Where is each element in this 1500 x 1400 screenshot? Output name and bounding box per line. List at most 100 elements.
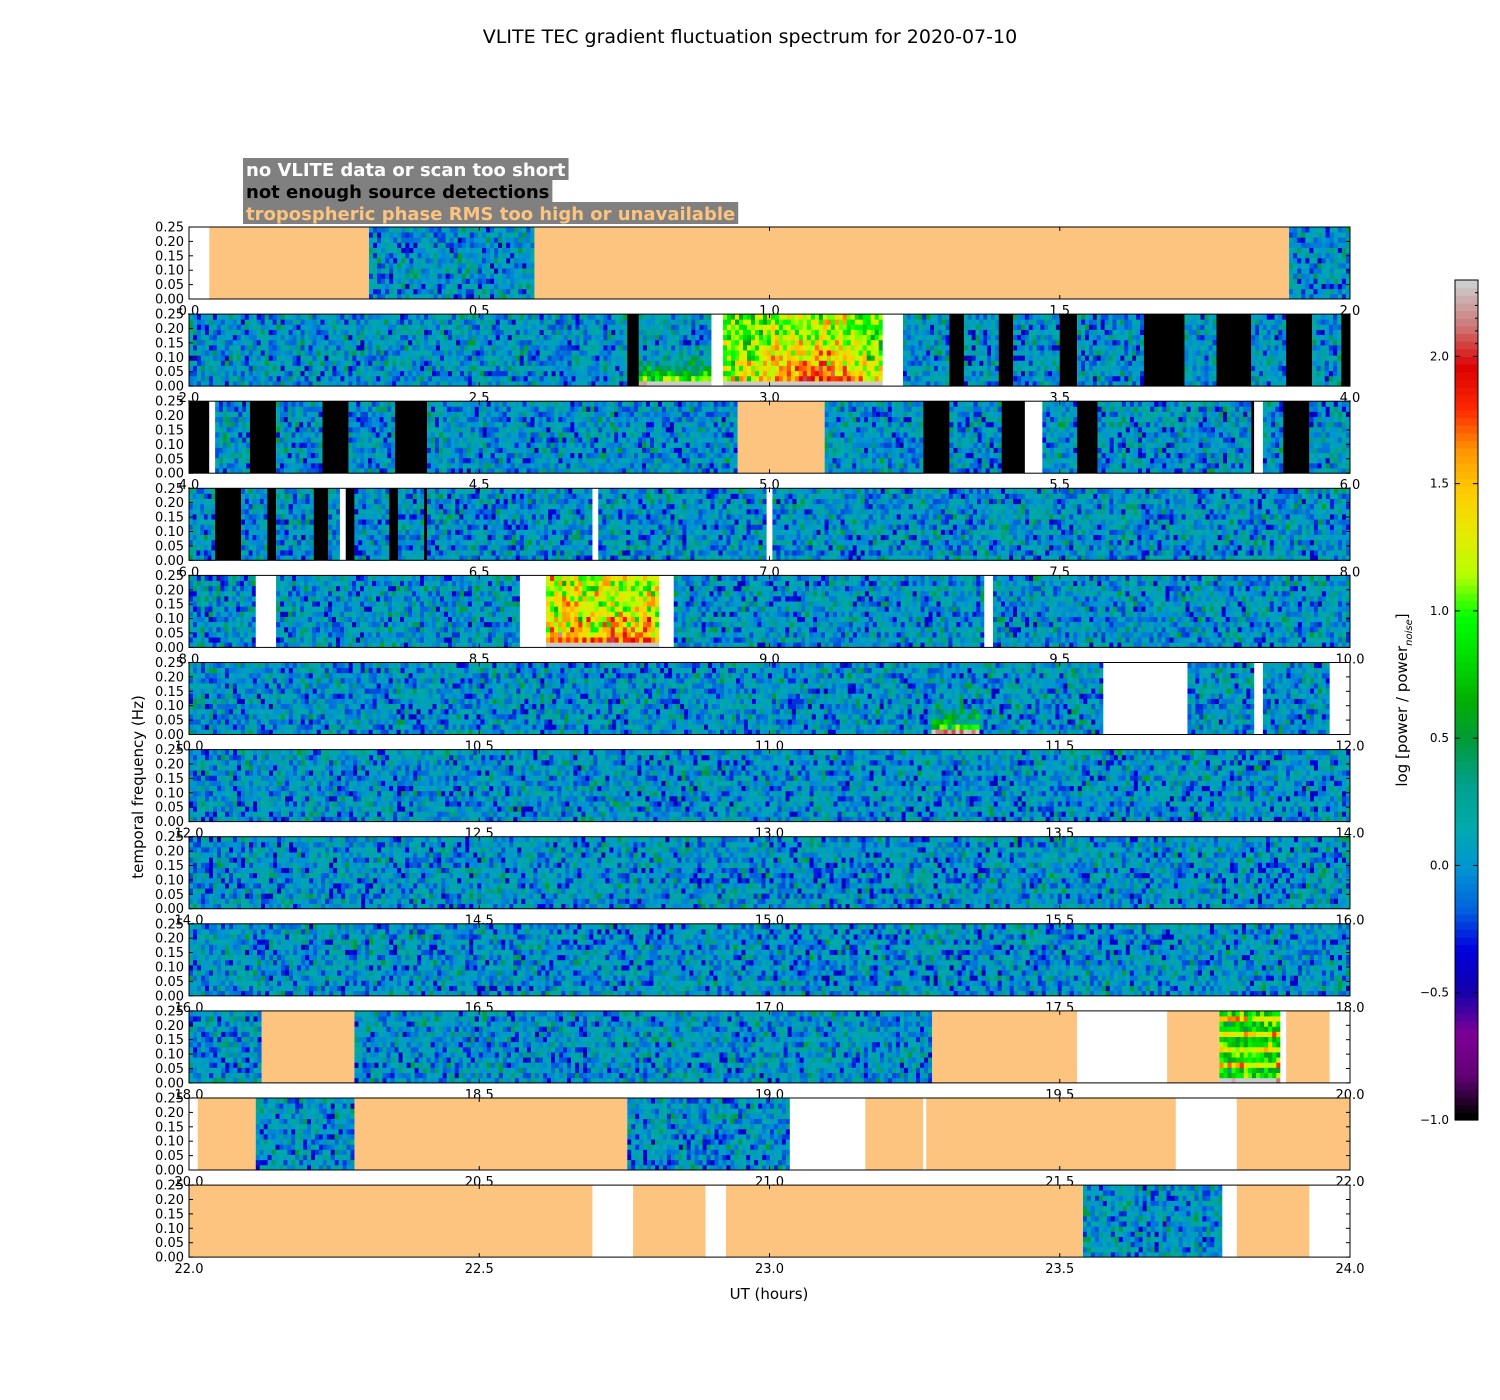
heatmap-cell (1037, 366, 1041, 372)
heatmap-cell (372, 427, 376, 433)
heatmap-cell (1289, 278, 1293, 284)
heatmap-cell (1052, 376, 1056, 382)
heatmap-cell (353, 453, 357, 459)
heatmap-cell (436, 376, 440, 382)
heatmap-cell (483, 422, 487, 428)
heatmap-cell (486, 248, 490, 254)
heatmap-cell (703, 319, 707, 325)
heatmap-cell (455, 463, 459, 469)
heatmap-cell (297, 324, 301, 330)
heatmap-cell (315, 463, 319, 469)
heatmap-cell (1048, 340, 1052, 346)
heatmap-cell (520, 340, 524, 346)
heatmap-cell (409, 227, 413, 233)
heatmap-cell (1297, 237, 1301, 243)
heatmap-cell (396, 340, 400, 346)
heatmap-cell (313, 355, 317, 361)
heatmap-cell (480, 330, 484, 336)
heatmap-cell (995, 366, 999, 372)
heatmap-cell (460, 360, 464, 366)
heatmap-cell (695, 335, 699, 341)
heatmap-cell (454, 237, 458, 243)
heatmap-cell (514, 273, 518, 279)
heatmap-cell (307, 463, 311, 469)
heatmap-cell (1085, 350, 1089, 356)
heatmap-cell (639, 345, 643, 351)
heatmap-cell (1301, 253, 1305, 259)
heatmap-cell (463, 401, 467, 407)
heatmap-cell (619, 360, 623, 366)
heatmap-cell (791, 335, 795, 341)
heatmap-cell (1105, 376, 1109, 382)
heatmap-cell (783, 376, 787, 382)
heatmap-cell (297, 376, 301, 382)
heatmap-cell (460, 340, 464, 346)
heatmap-cell (1097, 340, 1101, 346)
heatmap-cell (388, 345, 392, 351)
heatmap-cell (1017, 340, 1021, 346)
heatmap-cell (968, 371, 972, 377)
heatmap-cell (508, 366, 512, 372)
heatmap-cell (775, 376, 779, 382)
heatmap-cell (587, 350, 591, 356)
heatmap-cell (227, 401, 231, 407)
heatmap-cell (448, 345, 452, 351)
heatmap-cell (387, 447, 391, 453)
heatmap-cell (687, 319, 691, 325)
heatmap-cell (466, 273, 470, 279)
heatmap-cell (281, 335, 285, 341)
heatmap-cell (491, 406, 495, 412)
heatmap-cell (663, 319, 667, 325)
heatmap-cell (492, 324, 496, 330)
heatmap-cell (428, 366, 432, 372)
heatmap-cell (246, 422, 250, 428)
heatmap-cell (447, 401, 451, 407)
heatmap-cell (413, 242, 417, 248)
heatmap-cell (1128, 314, 1132, 320)
heatmap-cell (471, 463, 475, 469)
heatmap-cell (292, 437, 296, 443)
heatmap-cell (472, 360, 476, 366)
heatmap-cell (385, 284, 389, 290)
heatmap-cell (915, 366, 919, 372)
heatmap-cell (1289, 273, 1293, 279)
heatmap-cell (246, 458, 250, 464)
heatmap-cell (499, 401, 503, 407)
heatmap-cell (552, 319, 556, 325)
heatmap-cell (376, 422, 380, 428)
heatmap-cell (524, 324, 528, 330)
heatmap-cell (1263, 330, 1267, 336)
heatmap-cell (1334, 258, 1338, 264)
heatmap-cell (356, 319, 360, 325)
heatmap-cell (1342, 248, 1346, 254)
heatmap-cell (253, 355, 257, 361)
heatmap-cell (556, 366, 560, 372)
heatmap-cell (317, 355, 321, 361)
heatmap-cell (871, 350, 875, 356)
heatmap-cell (615, 366, 619, 372)
heatmap-cell (317, 371, 321, 377)
heatmap-cell (1077, 376, 1081, 382)
heatmap-cell (1342, 263, 1346, 269)
heatmap-cell (213, 350, 217, 356)
heatmap-cell (421, 248, 425, 254)
heatmap-cell (1338, 263, 1342, 269)
heatmap-cell (751, 366, 755, 372)
heatmap-cell (249, 340, 253, 346)
heatmap-cell (827, 350, 831, 356)
heatmap-cell (723, 340, 727, 346)
heatmap-cell (320, 319, 324, 325)
heatmap-cell (482, 232, 486, 238)
heatmap-cell (492, 340, 496, 346)
heatmap-cell (409, 273, 413, 279)
heatmap-cell (225, 366, 229, 372)
heatmap-cell (1330, 263, 1334, 269)
heatmap-cell (623, 355, 627, 361)
heatmap-cell (675, 314, 679, 320)
heatmap-cell (273, 345, 277, 351)
heatmap-cell (388, 335, 392, 341)
heatmap-cell (964, 330, 968, 336)
heatmap-cell (466, 232, 470, 238)
heatmap-cell (1089, 350, 1093, 356)
heatmap-cell (1321, 340, 1326, 346)
